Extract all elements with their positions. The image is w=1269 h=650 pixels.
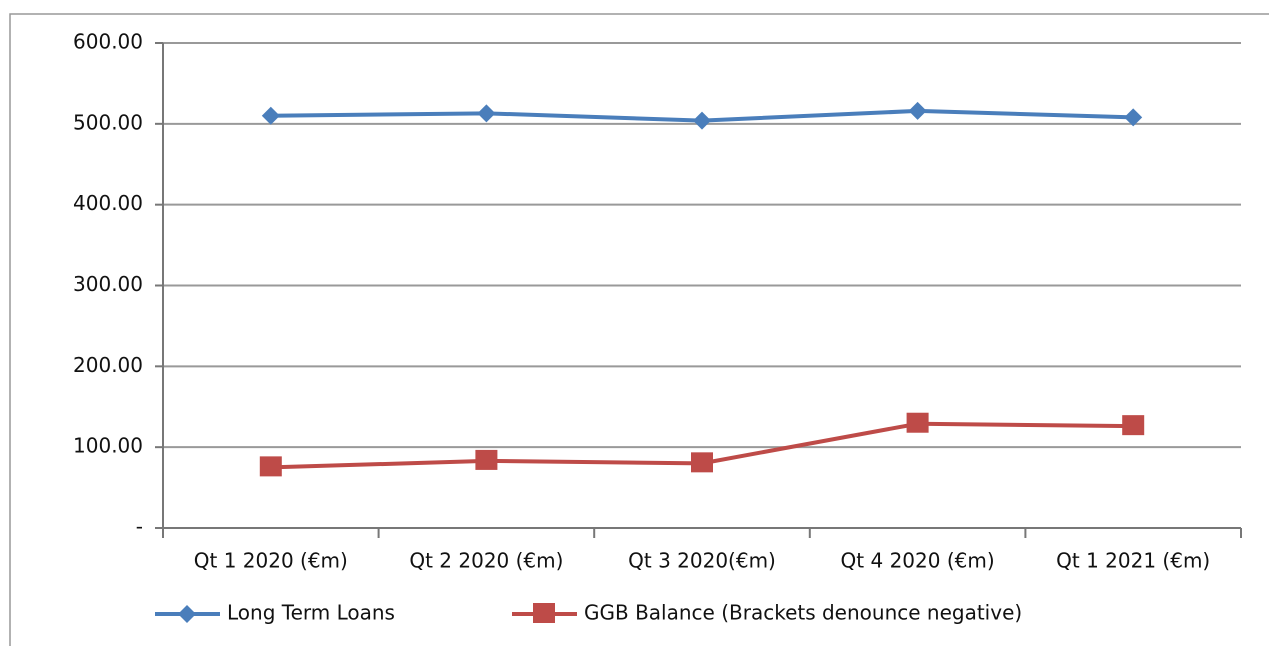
x-tick-label: Qt 2 2020 (€m): [409, 549, 563, 573]
y-tick-label: 400.00: [73, 191, 143, 215]
marker: [259, 456, 282, 477]
x-tick-label: Qt 1 2021 (€m): [1056, 549, 1210, 573]
y-tick-label: 300.00: [73, 272, 143, 296]
y-tick-label: 500.00: [73, 110, 143, 134]
marker: [693, 111, 711, 130]
marker: [691, 452, 713, 473]
marker: [261, 106, 280, 125]
x-tick-label: Qt 1 2020 (€m): [194, 549, 348, 573]
marker: [1122, 415, 1145, 436]
chart-frame: [9, 13, 1269, 650]
marker: [908, 101, 927, 120]
marker: [906, 412, 929, 433]
marker: [475, 449, 498, 470]
y-tick-label: 600.00: [73, 30, 143, 54]
marker: [1124, 108, 1143, 127]
x-tick-label: Qt 4 2020 (€m): [841, 549, 995, 573]
y-tick-label: 200.00: [73, 353, 143, 377]
legend-label: Long Term Loans: [227, 601, 395, 625]
y-tick-label: 100.00: [73, 434, 143, 458]
marker: [533, 603, 555, 623]
marker: [477, 104, 496, 123]
x-tick-label: Qt 3 2020(€m): [628, 549, 776, 573]
marker: [178, 605, 196, 623]
legend-label: GGB Balance (Brackets denounce negative): [584, 601, 1022, 625]
y-tick-label: -: [136, 515, 143, 539]
